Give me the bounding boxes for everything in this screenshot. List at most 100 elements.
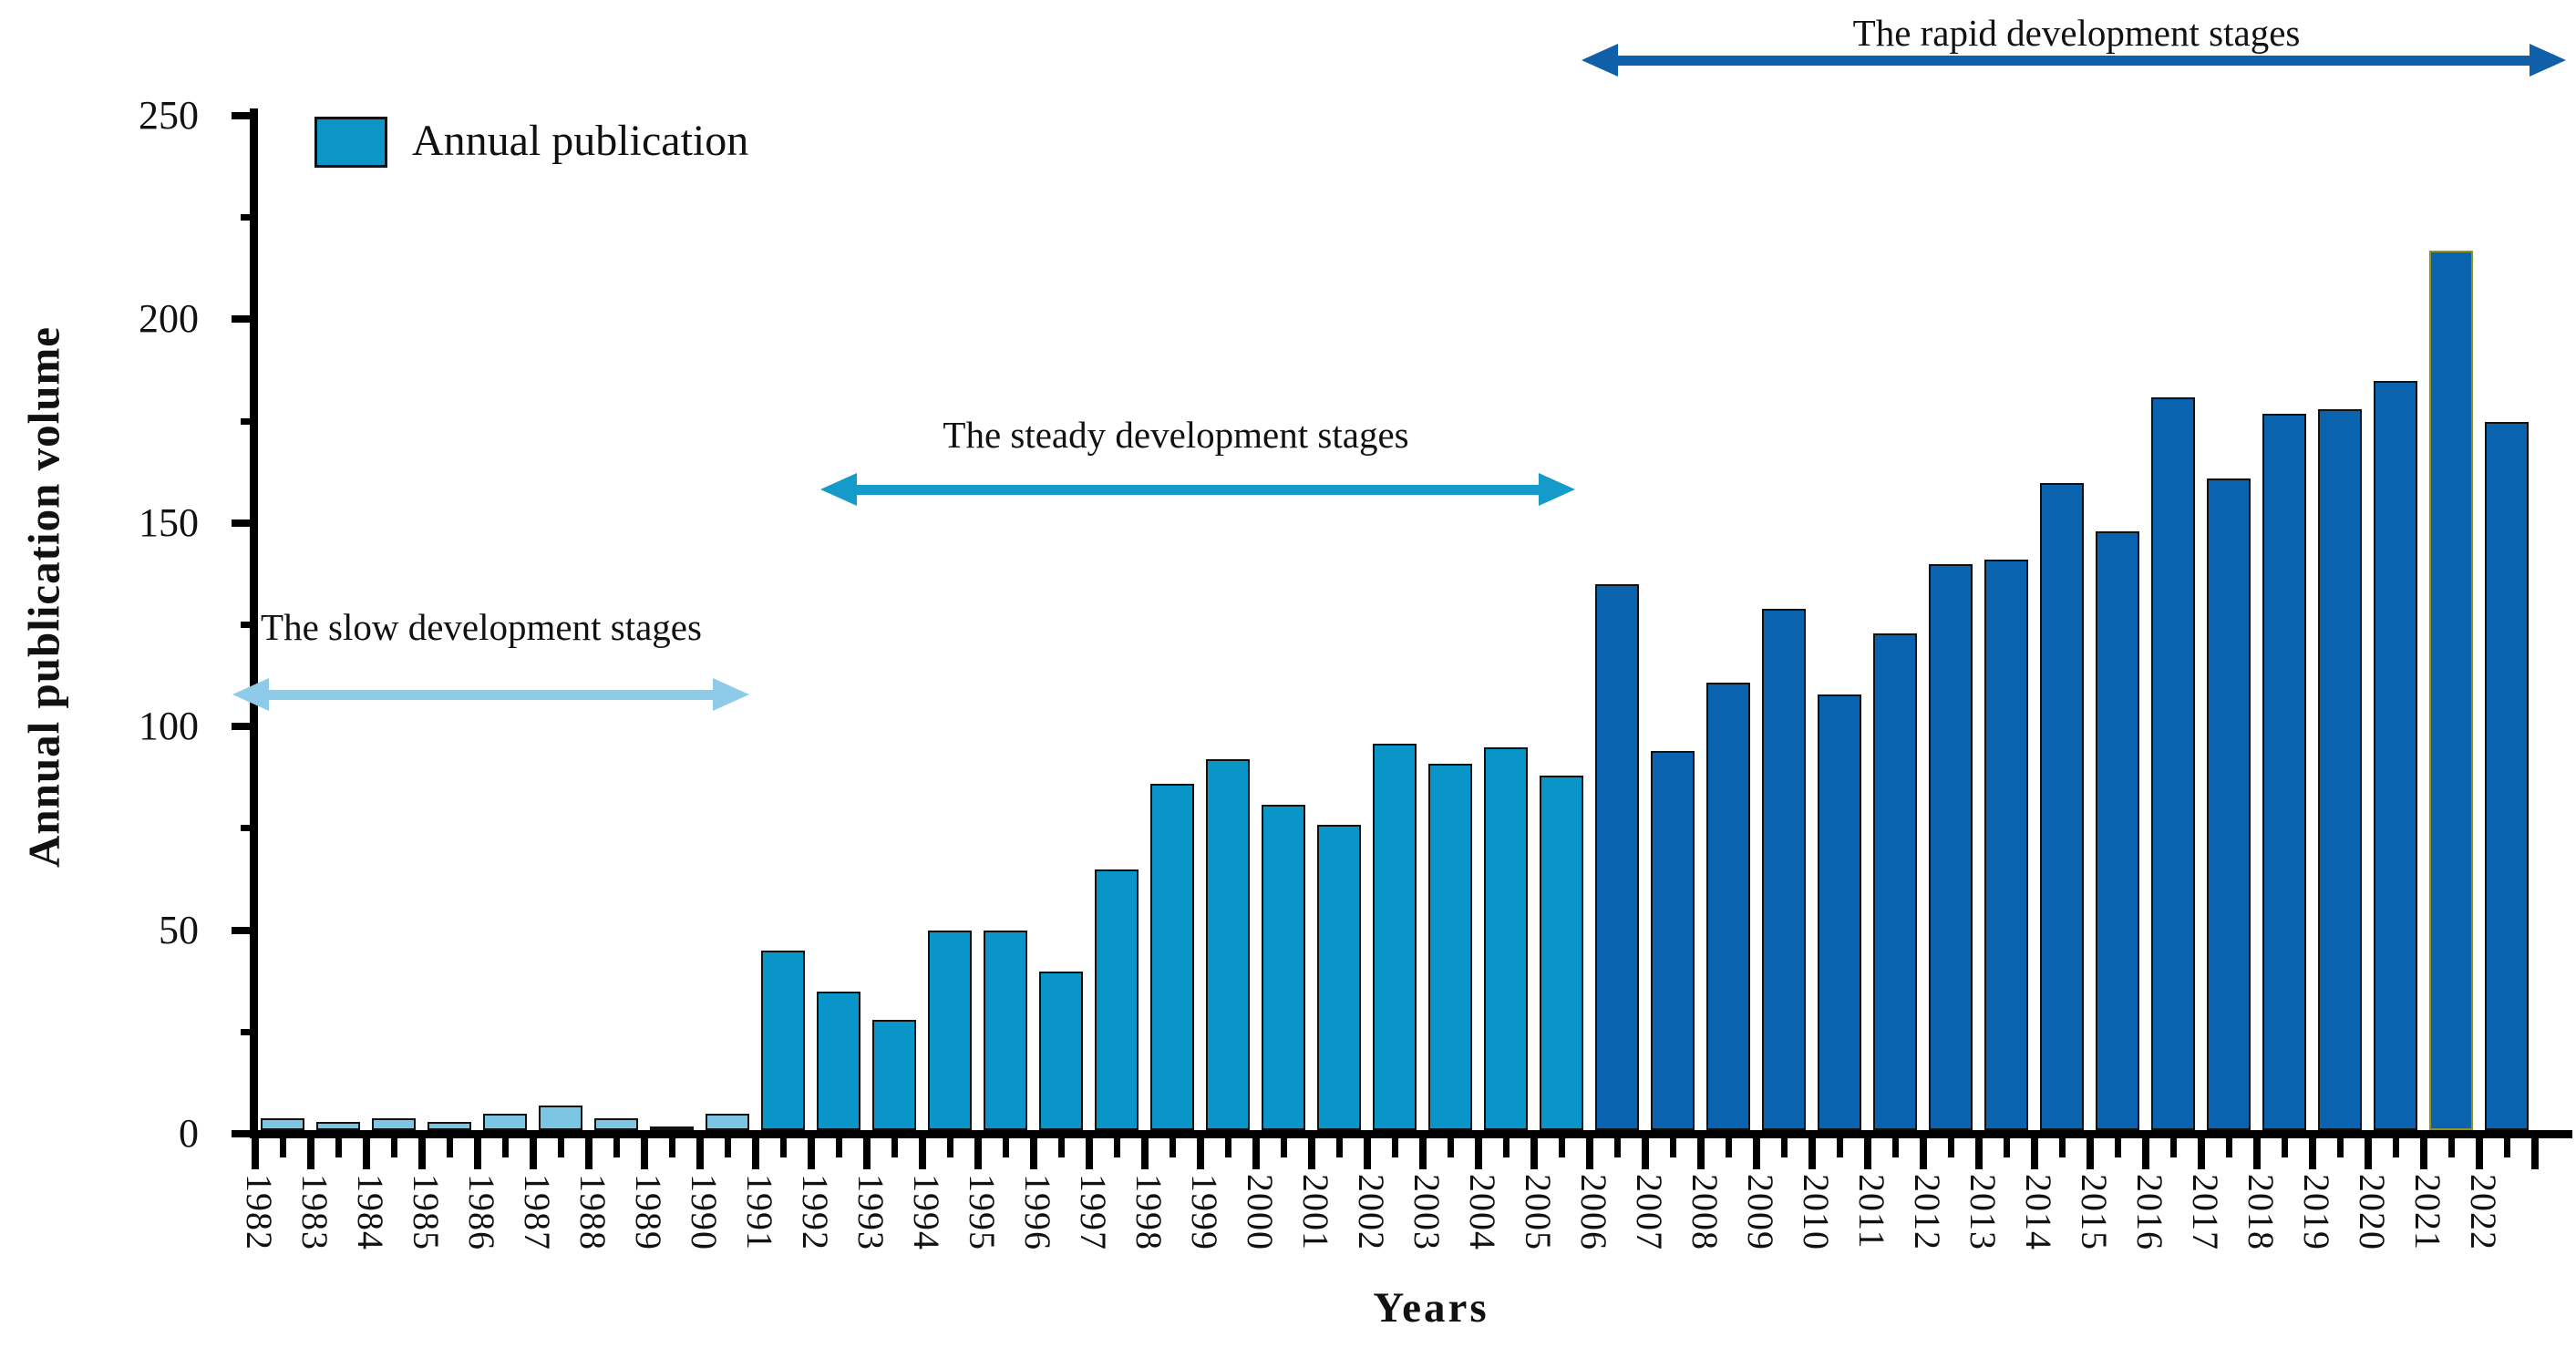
- y-tick-0: [232, 1130, 253, 1137]
- x-tick-label-1984: 1984: [350, 1174, 391, 1250]
- x-tick-center-2014: [2058, 1138, 2066, 1157]
- x-tick-label-2021: 2021: [2407, 1174, 2448, 1250]
- x-tick-label-2003: 2003: [1406, 1174, 1448, 1250]
- x-tick-label-2020: 2020: [2352, 1174, 2393, 1250]
- x-tick-center-1987: [557, 1138, 564, 1157]
- x-tick-label-1998: 1998: [1128, 1174, 1170, 1250]
- x-tick-center-1988: [613, 1138, 620, 1157]
- x-tick-center-2001: [1335, 1138, 1343, 1157]
- stage-label-slow: The slow development stages: [261, 606, 702, 648]
- x-tick-boundary-1995: [974, 1138, 982, 1169]
- bar-2015: [2096, 531, 2139, 1130]
- bar-2002: [1373, 743, 1417, 1130]
- y-tick-150: [232, 519, 253, 527]
- x-tick-center-1998: [1169, 1138, 1176, 1157]
- x-tick-boundary-1991: [751, 1138, 759, 1169]
- x-tick-center-2010: [1836, 1138, 1843, 1157]
- y-tick-label-100: 100: [139, 704, 199, 749]
- stage-arrow-slow: [232, 678, 749, 711]
- x-tick-center-2021: [2447, 1138, 2455, 1157]
- x-tick-boundary-2012: [1919, 1138, 1927, 1169]
- x-tick-boundary-2019: [2308, 1138, 2316, 1169]
- bar-2018: [2262, 413, 2306, 1130]
- x-tick-center-2009: [1780, 1138, 1788, 1157]
- x-tick-center-1997: [1113, 1138, 1120, 1157]
- x-tick-label-2011: 2011: [1851, 1174, 1892, 1250]
- x-tick-center-2006: [1613, 1138, 1621, 1157]
- bar-2011: [1873, 633, 1917, 1130]
- x-tick-boundary-1998: [1140, 1138, 1149, 1169]
- x-tick-boundary-1984: [362, 1138, 370, 1169]
- bar-1986: [483, 1114, 527, 1130]
- bar-1994: [928, 931, 972, 1130]
- bar-2003: [1428, 763, 1472, 1130]
- x-tick-label-1997: 1997: [1073, 1174, 1114, 1250]
- x-tick-boundary-1985: [417, 1138, 426, 1169]
- x-tick-label-2016: 2016: [2129, 1174, 2170, 1250]
- y-tick-100: [232, 723, 253, 731]
- x-tick-boundary-2017: [2197, 1138, 2205, 1169]
- stage-arrow-rapid: [1582, 44, 2566, 77]
- x-tick-boundary-2013: [1974, 1138, 1983, 1169]
- bar-2008: [1706, 682, 1750, 1130]
- bar-1996: [1039, 971, 1083, 1130]
- bar-2019: [2318, 409, 2362, 1130]
- x-tick-boundary-2007: [1641, 1138, 1649, 1169]
- arrow-right-head-icon: [713, 678, 749, 711]
- x-tick-boundary-1988: [584, 1138, 592, 1169]
- x-tick-boundary-2022: [2475, 1138, 2483, 1169]
- x-tick-boundary-2009: [1752, 1138, 1760, 1169]
- x-tick-boundary-2016: [2141, 1138, 2149, 1169]
- x-tick-boundary-1992: [807, 1138, 815, 1169]
- x-tick-center-2003: [1447, 1138, 1454, 1157]
- stage-label-steady: The steady development stages: [943, 414, 1409, 456]
- x-tick-label-2022: 2022: [2463, 1174, 2504, 1250]
- x-tick-boundary-1986: [473, 1138, 481, 1169]
- legend-swatch: [314, 117, 387, 168]
- x-tick-label-2010: 2010: [1796, 1174, 1837, 1250]
- x-tick-boundary-1997: [1085, 1138, 1093, 1169]
- y-tick-label-50: 50: [159, 907, 199, 952]
- x-tick-label-2017: 2017: [2185, 1174, 2226, 1250]
- arrow-left-head-icon: [820, 473, 857, 506]
- x-tick-center-2008: [1725, 1138, 1732, 1157]
- bar-1993: [872, 1020, 916, 1130]
- x-tick-label-2012: 2012: [1907, 1174, 1948, 1250]
- bar-2016: [2151, 396, 2195, 1130]
- bar-2004: [1484, 747, 1528, 1130]
- x-tick-center-2017: [2225, 1138, 2232, 1157]
- arrow-shaft: [855, 484, 1540, 495]
- x-tick-label-1992: 1992: [795, 1174, 836, 1250]
- x-tick-boundary-2002: [1363, 1138, 1371, 1169]
- y-tick-250: [232, 112, 253, 119]
- legend-label: Annual publication: [412, 117, 749, 165]
- x-axis-title: Years: [1373, 1284, 1489, 1332]
- x-tick-boundary-2001: [1307, 1138, 1315, 1169]
- bar-1988: [594, 1117, 638, 1130]
- x-tick-boundary-1990: [696, 1138, 704, 1169]
- bar-2013: [1984, 560, 2028, 1130]
- x-tick-label-2019: 2019: [2296, 1174, 2337, 1250]
- x-tick-center-1983: [335, 1138, 342, 1157]
- x-tick-boundary-end: [2530, 1138, 2539, 1169]
- x-tick-label-1990: 1990: [684, 1174, 725, 1250]
- x-tick-label-1988: 1988: [572, 1174, 613, 1250]
- x-tick-label-1986: 1986: [461, 1174, 502, 1250]
- x-tick-label-1987: 1987: [517, 1174, 558, 1250]
- y-tick-minor-175: [241, 417, 253, 425]
- bar-1991: [761, 951, 805, 1130]
- x-tick-label-1999: 1999: [1184, 1174, 1225, 1250]
- bar-2009: [1762, 609, 1806, 1130]
- bar-1983: [316, 1122, 360, 1130]
- bar-1998: [1150, 784, 1194, 1130]
- bar-2006: [1595, 584, 1639, 1130]
- x-tick-label-2007: 2007: [1629, 1174, 1670, 1250]
- bar-2010: [1818, 694, 1861, 1130]
- x-tick-boundary-2003: [1418, 1138, 1427, 1169]
- bar-1985: [428, 1122, 471, 1130]
- x-tick-boundary-2006: [1585, 1138, 1593, 1169]
- stage-label-rapid: The rapid development stages: [1852, 12, 2301, 54]
- x-tick-label-2005: 2005: [1518, 1174, 1559, 1250]
- x-axis-spine: [250, 1130, 2572, 1138]
- bar-1995: [984, 931, 1027, 1130]
